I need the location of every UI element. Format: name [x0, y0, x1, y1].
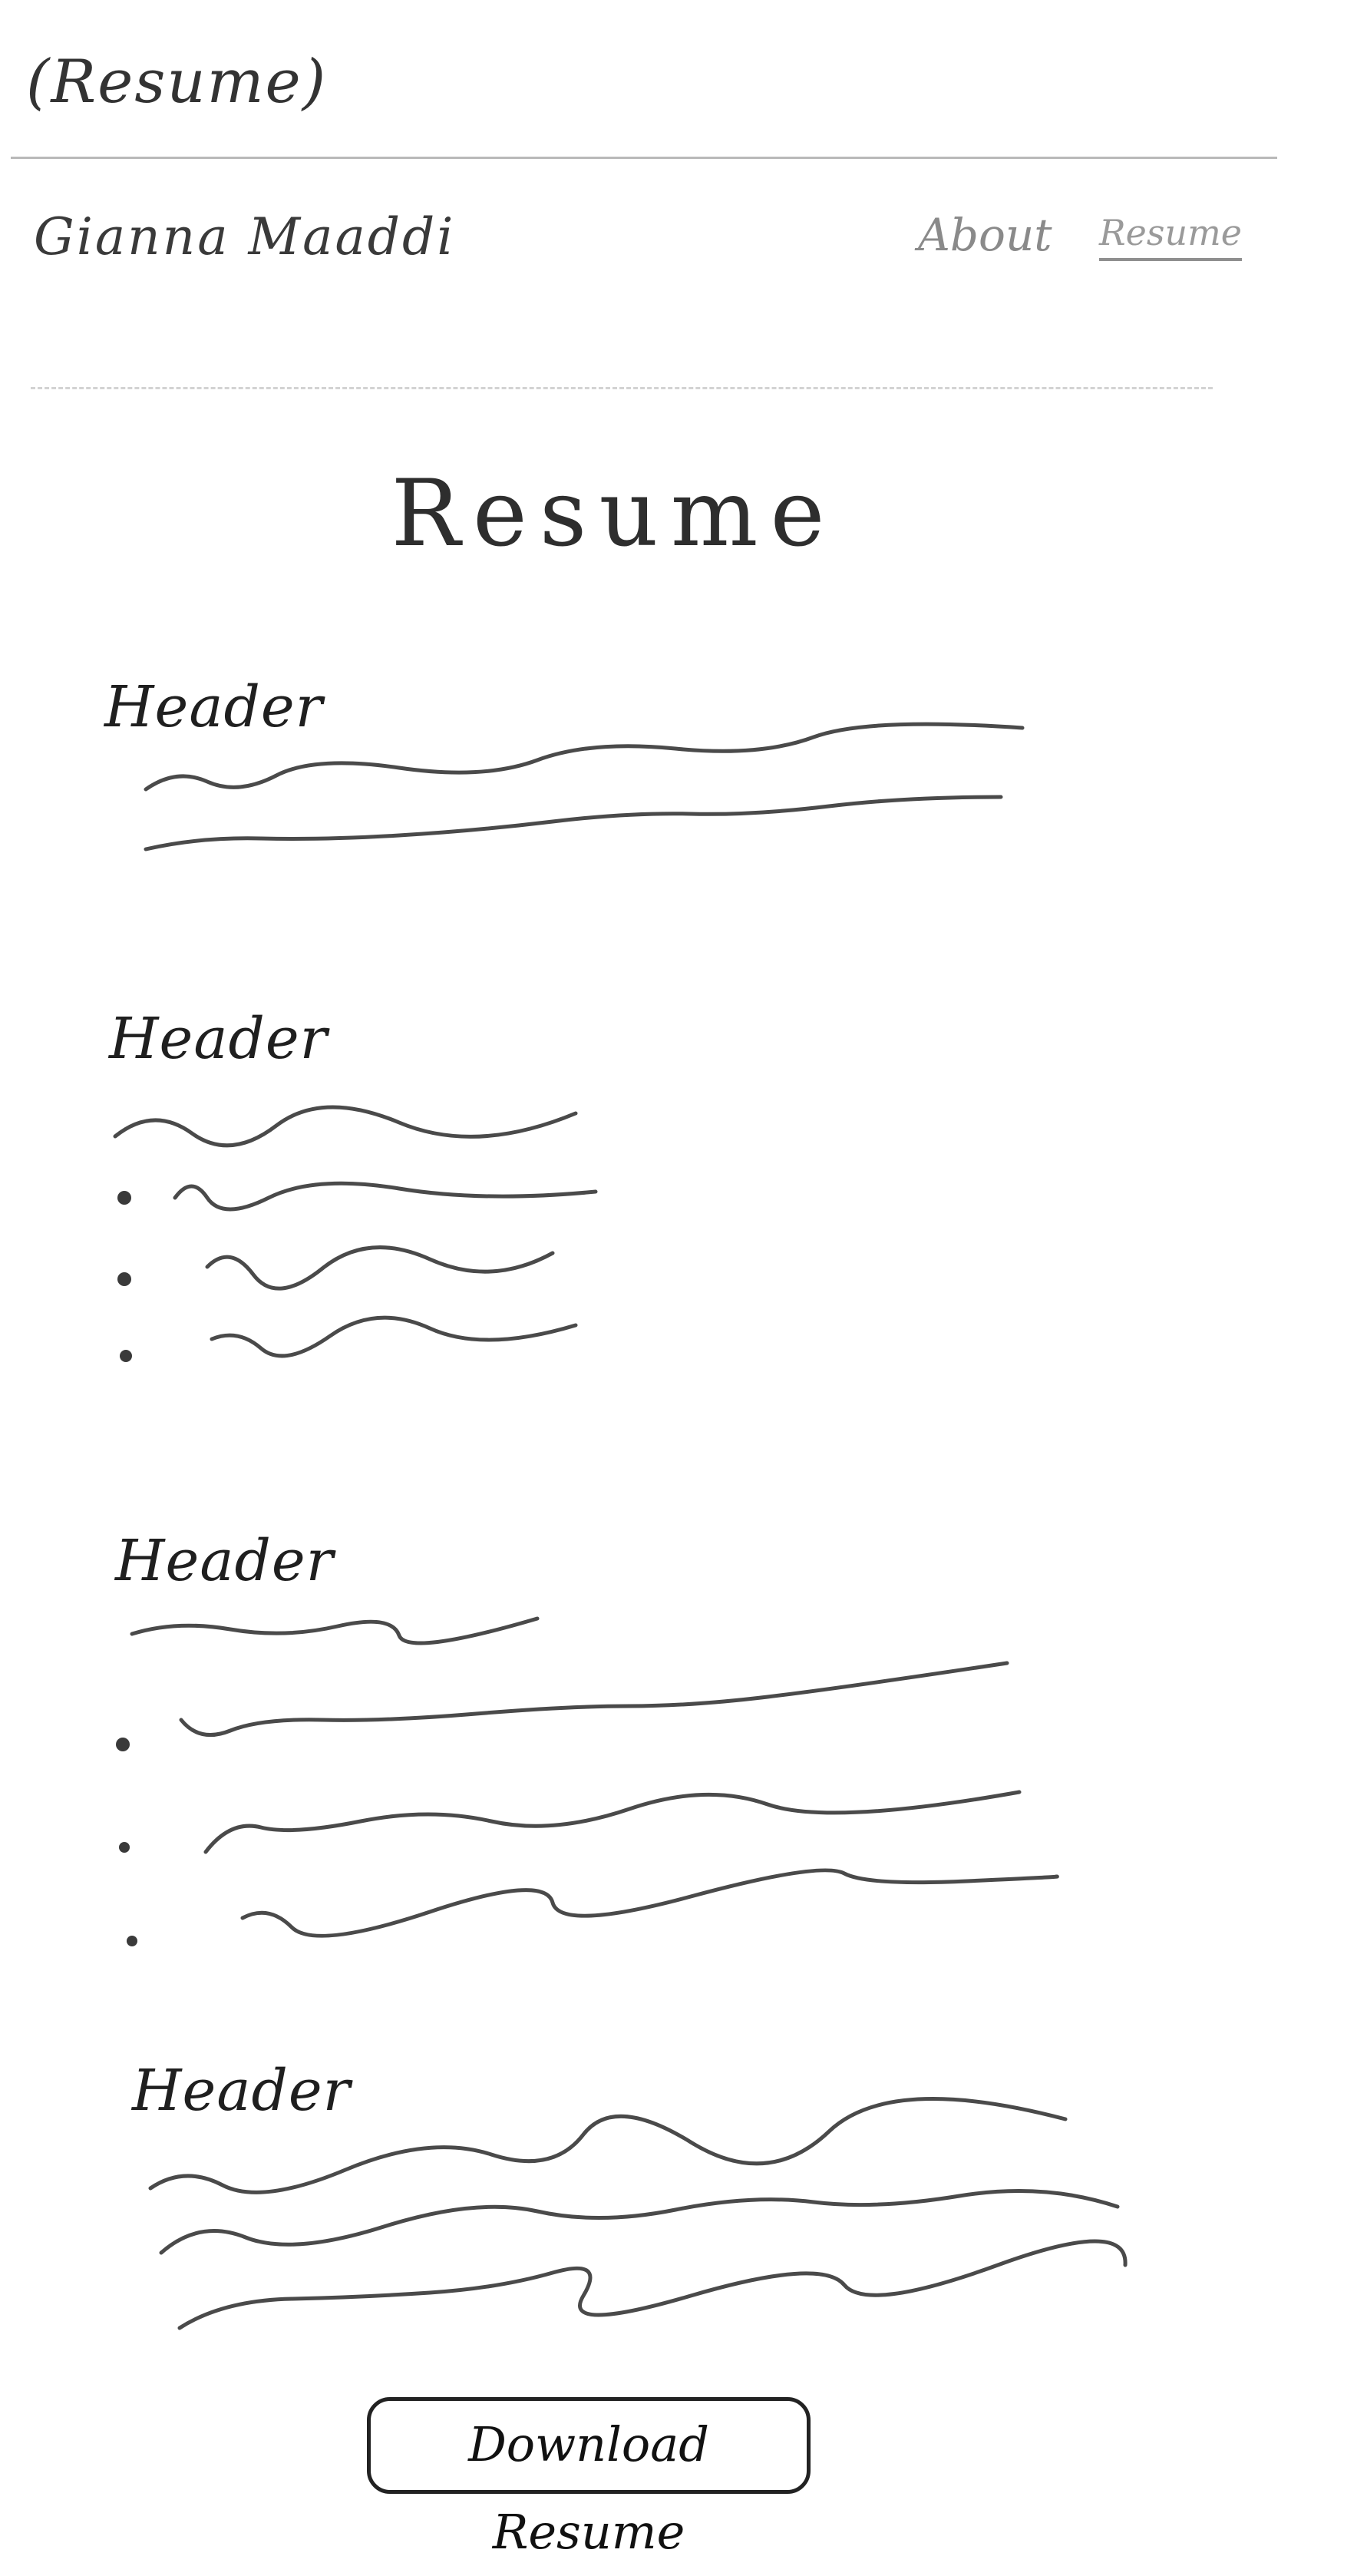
section-2-bullet-3-dot — [120, 1350, 132, 1362]
section-2-bullet-2-line — [205, 1245, 555, 1291]
section-3-bullet-3-dot — [127, 1936, 137, 1946]
section-3-bullet-1-line — [179, 1661, 1009, 1738]
nav-link-about[interactable]: About — [918, 209, 1052, 261]
section-2-intro-line — [113, 1105, 578, 1148]
section-2-header: Header — [109, 1006, 328, 1072]
section-3-bullet-2-dot — [119, 1842, 130, 1853]
section-2-bullet-2-dot — [117, 1272, 131, 1286]
site-name[interactable]: Gianna Maaddi — [34, 207, 456, 266]
section-4-header: Header — [132, 2058, 351, 2124]
section-1-line-2 — [144, 795, 1003, 852]
section-4-line-3 — [177, 2239, 1128, 2330]
section-4-line-2 — [159, 2189, 1120, 2255]
section-3-header: Header — [115, 1528, 334, 1594]
section-2-bullet-1-line — [173, 1181, 598, 1212]
section-3-bullet-3-line — [240, 1868, 1059, 1938]
header-divider — [31, 387, 1213, 389]
section-3-bullet-1-dot — [116, 1738, 130, 1751]
nav-link-resume[interactable]: Resume — [1099, 212, 1242, 261]
download-resume-button[interactable]: Download Resume — [367, 2397, 811, 2560]
page-title: Resume — [391, 461, 837, 567]
placeholder-text-scribbles — [113, 722, 1128, 2330]
section-1-header: Header — [104, 674, 323, 740]
top-divider — [11, 157, 1277, 159]
section-2-bullet-1-dot — [117, 1191, 131, 1205]
section-3-bullet-2-line — [203, 1790, 1022, 1854]
section-2-bullet-3-line — [210, 1315, 578, 1358]
page-label: (Resume) — [26, 48, 328, 117]
section-3-intro-line — [130, 1616, 540, 1645]
